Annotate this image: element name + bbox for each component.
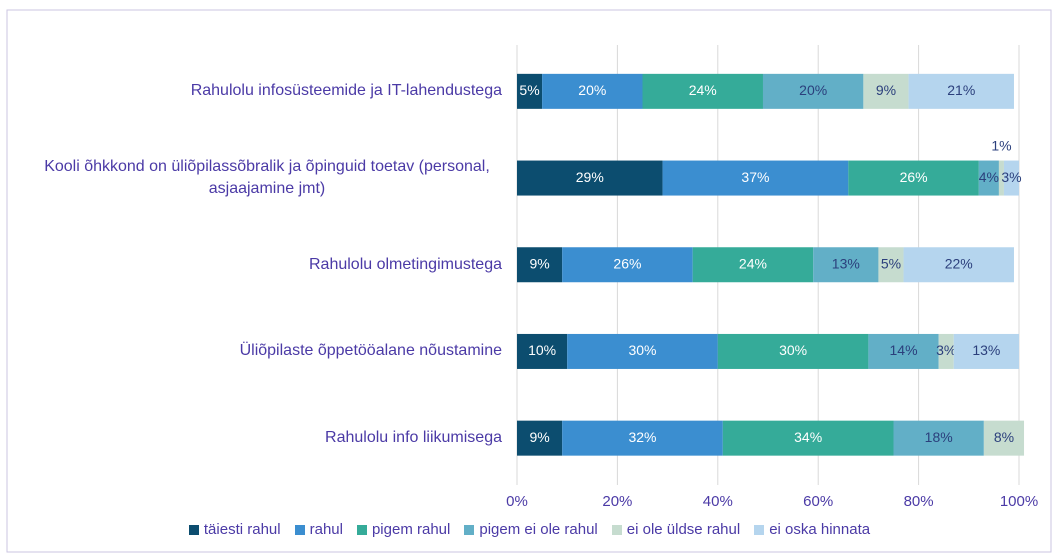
value-label: 24%	[689, 82, 717, 98]
legend-item: täiesti rahul	[188, 521, 281, 538]
value-label: 1%	[991, 137, 1011, 153]
x-tick-label: 100%	[1000, 493, 1038, 510]
bar-segment	[953, 333, 1019, 369]
value-label: 37%	[741, 169, 769, 185]
bar-segment	[662, 160, 849, 196]
legend-swatch	[464, 524, 475, 535]
x-tick-label: 80%	[904, 493, 934, 510]
value-label: 30%	[779, 342, 807, 358]
bar-segment	[998, 160, 1004, 196]
chart-border	[6, 9, 1052, 553]
bar-segment	[762, 73, 864, 109]
bar-segment	[978, 160, 999, 196]
value-label: 5%	[881, 255, 901, 271]
category-text: Rahulolu olmetingimustega	[309, 255, 502, 273]
bar-segment	[542, 73, 643, 109]
value-label: 20%	[799, 82, 827, 98]
legend-item: ei ole üldse rahul	[611, 521, 741, 538]
bar-segment	[878, 247, 904, 283]
category-text: Kooli õhkkond on üliõpilassõbralik ja õp…	[44, 158, 490, 198]
category-label: Rahulolu infosüsteemide ja IT-lahenduste…	[22, 61, 502, 121]
value-label: 26%	[613, 255, 641, 271]
legend-label: ei ole üldse rahul	[626, 521, 741, 538]
bar-segment	[642, 73, 763, 109]
bar-segment	[517, 420, 563, 456]
bar-segment	[717, 333, 869, 369]
bar-segment	[863, 73, 909, 109]
value-label: 9%	[529, 255, 549, 271]
bar-segment	[562, 420, 723, 456]
value-label: 13%	[832, 255, 860, 271]
legend-item: rahul	[294, 521, 343, 538]
legend-swatch	[611, 524, 622, 535]
category-text: Üliõpilaste õppetööalane nõustamine	[239, 342, 502, 360]
legend-item: pigem ei ole rahul	[464, 521, 598, 538]
legend-label: pigem rahul	[371, 521, 451, 538]
value-label: 22%	[945, 255, 973, 271]
value-label: 18%	[925, 429, 953, 445]
bar-segment	[562, 247, 693, 283]
value-label: 20%	[578, 82, 606, 98]
category-label: Rahulolu info liikumisega	[22, 408, 502, 468]
bar-segment	[722, 420, 894, 456]
x-tick-label: 0%	[506, 493, 528, 510]
bar-segment	[692, 247, 814, 283]
value-label: 13%	[972, 342, 1000, 358]
category-label: Rahulolu olmetingimustega	[22, 235, 502, 295]
bar-segment	[517, 247, 563, 283]
bar-segment	[868, 333, 939, 369]
category-text: Rahulolu info liikumisega	[325, 429, 502, 447]
legend-label: täiesti rahul	[203, 521, 281, 538]
value-label: 29%	[576, 169, 604, 185]
legend-label: rahul	[309, 521, 343, 538]
x-tick-label: 20%	[602, 493, 632, 510]
x-tick-label: 60%	[803, 493, 833, 510]
value-label: 14%	[890, 342, 918, 358]
legend-label: ei oska hinnata	[769, 521, 871, 538]
value-label: 4%	[979, 169, 999, 185]
legend-item: pigem rahul	[356, 521, 451, 538]
value-label: 9%	[876, 82, 896, 98]
value-label: 34%	[794, 429, 822, 445]
value-label: 26%	[900, 169, 928, 185]
category-label: Kooli õhkkond on üliõpilassõbralik ja õp…	[22, 148, 502, 208]
value-label: 32%	[628, 429, 656, 445]
legend: täiesti rahul rahul pigem rahul pigem ei ol…	[0, 521, 1059, 538]
bar-segment	[983, 420, 1025, 456]
bar-segment	[517, 333, 568, 369]
bar-segment	[567, 333, 718, 369]
legend-item: ei oska hinnata	[754, 521, 870, 538]
bar-segment	[938, 333, 954, 369]
legend-swatch	[294, 524, 305, 535]
bar-segment	[1003, 160, 1019, 196]
category-label: Üliõpilaste õppetööalane nõustamine	[22, 321, 502, 381]
bar-segment	[908, 73, 1014, 109]
legend-swatch	[356, 524, 367, 535]
value-label: 3%	[936, 342, 956, 358]
bar-segment	[813, 247, 879, 283]
bar-segment	[893, 420, 984, 456]
bar-segment	[848, 160, 979, 196]
value-label: 3%	[1001, 169, 1021, 185]
value-label: 10%	[528, 342, 556, 358]
bar-segment	[517, 160, 663, 196]
bar-segment	[517, 73, 543, 109]
legend-swatch	[188, 524, 199, 535]
legend-swatch	[754, 524, 765, 535]
x-tick-label: 40%	[703, 493, 733, 510]
value-label: 24%	[739, 255, 767, 271]
value-label: 21%	[947, 82, 975, 98]
value-label: 9%	[529, 429, 549, 445]
legend-label: pigem ei ole rahul	[479, 521, 598, 538]
value-label: 5%	[519, 82, 539, 98]
bar-segment	[903, 247, 1014, 283]
value-label: 8%	[994, 429, 1014, 445]
category-text: Rahulolu infosüsteemide ja IT-lahenduste…	[190, 82, 502, 100]
value-label: 30%	[628, 342, 656, 358]
